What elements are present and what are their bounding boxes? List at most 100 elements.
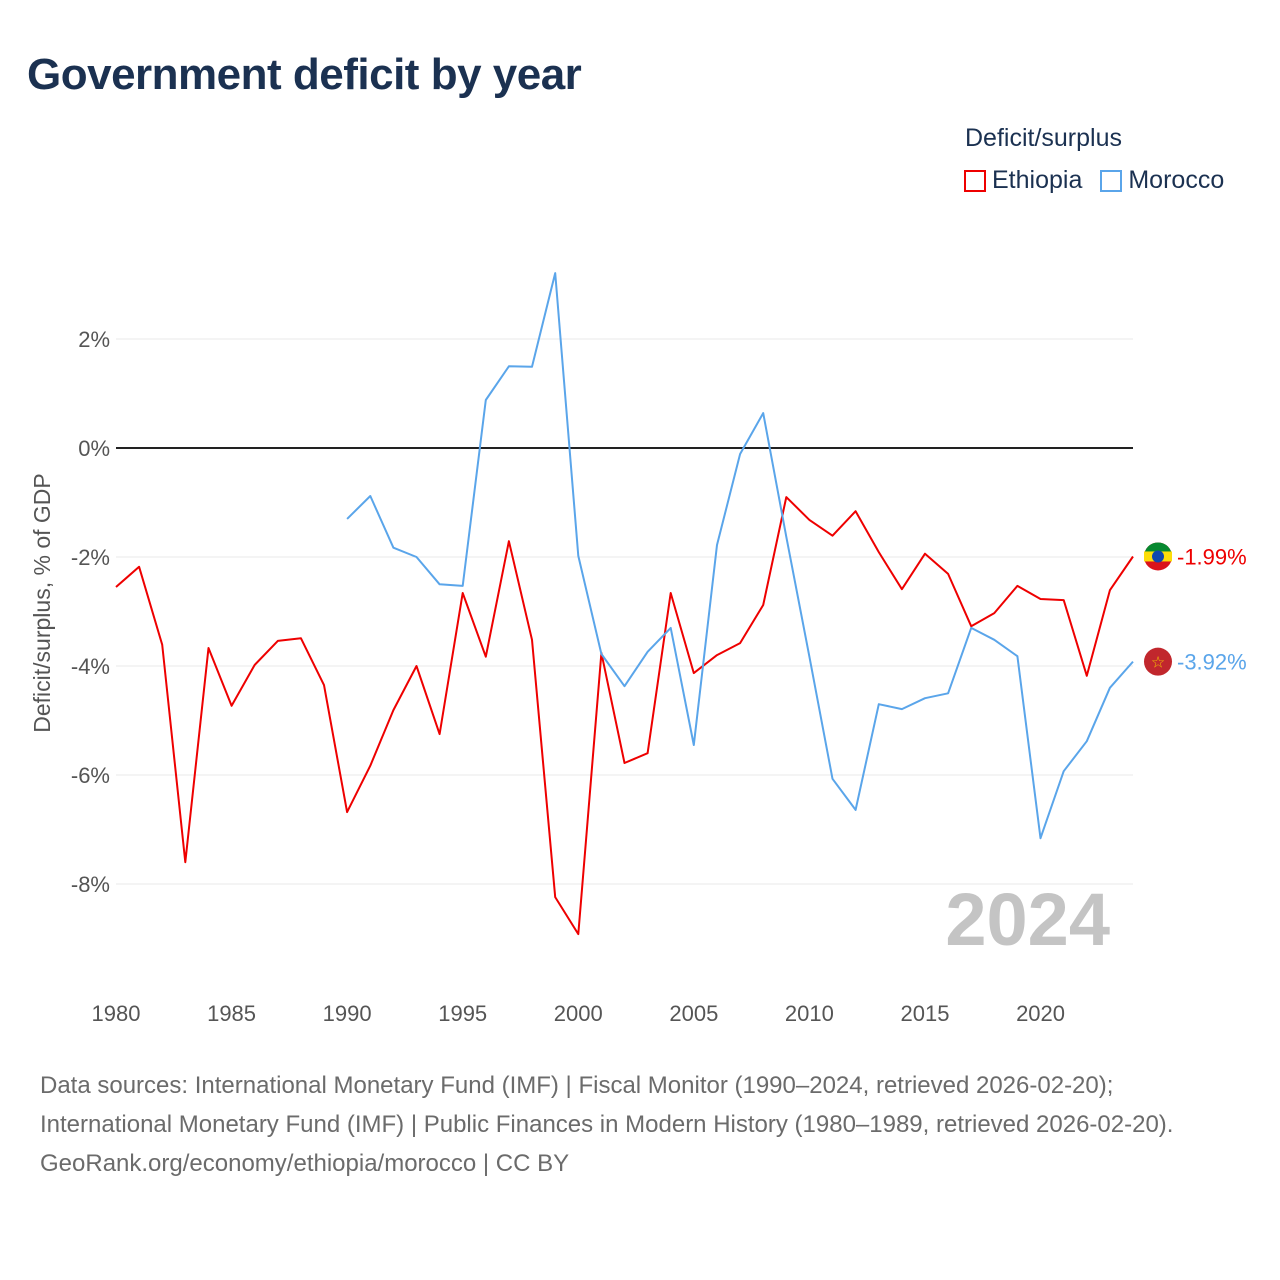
data-point-ethiopia — [253, 663, 257, 667]
x-tick-label: 2015 — [901, 1001, 950, 1026]
data-point-ethiopia — [923, 552, 927, 556]
data-point-ethiopia — [715, 653, 719, 657]
end-value-label-ethiopia: -1.99% — [1177, 544, 1247, 569]
data-point-ethiopia — [530, 638, 534, 642]
x-tick-label: 2020 — [1016, 1001, 1065, 1026]
data-point-morocco — [761, 411, 765, 415]
data-point-morocco — [484, 398, 488, 402]
data-point-ethiopia — [160, 643, 164, 647]
data-point-ethiopia — [992, 611, 996, 615]
data-point-morocco — [1062, 769, 1066, 773]
data-point-ethiopia — [1015, 584, 1019, 588]
data-point-ethiopia — [206, 646, 210, 650]
data-point-morocco — [576, 554, 580, 558]
data-point-ethiopia — [1062, 598, 1066, 602]
series-line-ethiopia — [115, 496, 1134, 936]
data-point-morocco — [368, 494, 372, 498]
x-tick-label: 1985 — [207, 1001, 256, 1026]
data-point-ethiopia — [137, 565, 141, 569]
data-point-ethiopia — [946, 572, 950, 576]
data-point-morocco — [877, 702, 881, 706]
data-point-morocco — [1085, 739, 1089, 743]
data-point-morocco — [507, 364, 511, 368]
data-point-morocco — [969, 626, 973, 630]
data-point-ethiopia — [1085, 674, 1089, 678]
year-watermark: 2024 — [945, 878, 1110, 961]
data-point-morocco — [807, 655, 811, 659]
x-tick-label: 1995 — [438, 1001, 487, 1026]
series-line-morocco — [346, 272, 1134, 840]
data-point-morocco — [646, 650, 650, 654]
data-point-morocco — [553, 271, 557, 275]
chart-title: Government deficit by year — [27, 50, 582, 99]
data-point-ethiopia — [669, 591, 673, 595]
data-point-ethiopia — [414, 664, 418, 668]
y-tick-label: 0% — [78, 436, 110, 461]
data-point-ethiopia — [576, 932, 580, 936]
data-point-morocco — [438, 582, 442, 586]
data-point-ethiopia — [831, 534, 835, 538]
data-point-ethiopia — [1039, 597, 1043, 601]
x-tick-label: 2000 — [554, 1001, 603, 1026]
data-point-ethiopia — [230, 704, 234, 708]
data-point-morocco — [391, 546, 395, 550]
flag-red — [1144, 647, 1172, 676]
data-point-ethiopia — [114, 585, 118, 589]
data-point-morocco — [530, 365, 534, 369]
data-point-ethiopia — [299, 636, 303, 640]
data-point-morocco — [715, 543, 719, 547]
data-point-morocco — [992, 638, 996, 642]
data-point-ethiopia — [738, 641, 742, 645]
data-point-ethiopia — [368, 764, 372, 768]
data-point-morocco — [1015, 654, 1019, 658]
x-tick-label: 1980 — [92, 1001, 141, 1026]
x-tick-label: 1990 — [323, 1001, 372, 1026]
flag-emblem — [1152, 550, 1164, 563]
data-point-morocco — [623, 684, 627, 688]
data-point-ethiopia — [345, 810, 349, 814]
data-point-ethiopia — [183, 860, 187, 864]
data-point-morocco — [854, 808, 858, 812]
footer: Data sources: International Monetary Fun… — [40, 1066, 1240, 1183]
legend-label-morocco: Morocco — [1128, 166, 1225, 194]
legend-item-morocco[interactable]: Morocco — [1100, 166, 1224, 195]
y-tick-label: 2% — [78, 327, 110, 352]
data-point-ethiopia — [761, 603, 765, 607]
legend-title: Deficit/surplus — [965, 124, 1122, 152]
legend-swatch-morocco — [1100, 169, 1123, 192]
data-point-ethiopia — [807, 518, 811, 522]
credit-link[interactable]: GeoRank.org/economy/ethiopia/morocco | C… — [40, 1150, 570, 1177]
data-point-morocco — [599, 652, 603, 656]
data-point-ethiopia — [391, 708, 395, 712]
data-point-ethiopia — [623, 761, 627, 765]
data-point-morocco — [1108, 686, 1112, 690]
data-point-ethiopia — [692, 671, 696, 675]
legend-label-ethiopia: Ethiopia — [992, 166, 1083, 194]
legend: Ethiopia Morocco — [964, 166, 1224, 195]
y-axis-label: Deficit/surplus, % of GDP — [29, 473, 55, 732]
data-point-ethiopia — [438, 732, 442, 736]
legend-item-ethiopia[interactable]: Ethiopia — [964, 166, 1082, 195]
y-tick-label: -8% — [71, 872, 110, 897]
data-sources: Data sources: International Monetary Fun… — [40, 1072, 1174, 1138]
y-tick-label: -2% — [71, 545, 110, 570]
data-point-ethiopia — [646, 751, 650, 755]
flag-icon-ethiopia — [1144, 542, 1172, 571]
data-point-ethiopia — [1108, 588, 1112, 592]
data-point-morocco — [738, 452, 742, 456]
data-point-ethiopia — [854, 509, 858, 513]
data-point-morocco — [923, 696, 927, 700]
flag-icon-morocco: ☆ — [1144, 647, 1172, 676]
y-tick-label: -6% — [71, 763, 110, 788]
data-point-morocco — [831, 777, 835, 781]
data-point-morocco — [414, 555, 418, 559]
y-tick-label: -4% — [71, 654, 110, 679]
data-point-morocco — [461, 584, 465, 588]
data-point-morocco — [1131, 660, 1135, 664]
data-point-ethiopia — [1131, 554, 1135, 558]
data-point-morocco — [669, 626, 673, 630]
data-point-ethiopia — [877, 550, 881, 554]
data-point-ethiopia — [461, 591, 465, 595]
data-point-ethiopia — [507, 539, 511, 543]
